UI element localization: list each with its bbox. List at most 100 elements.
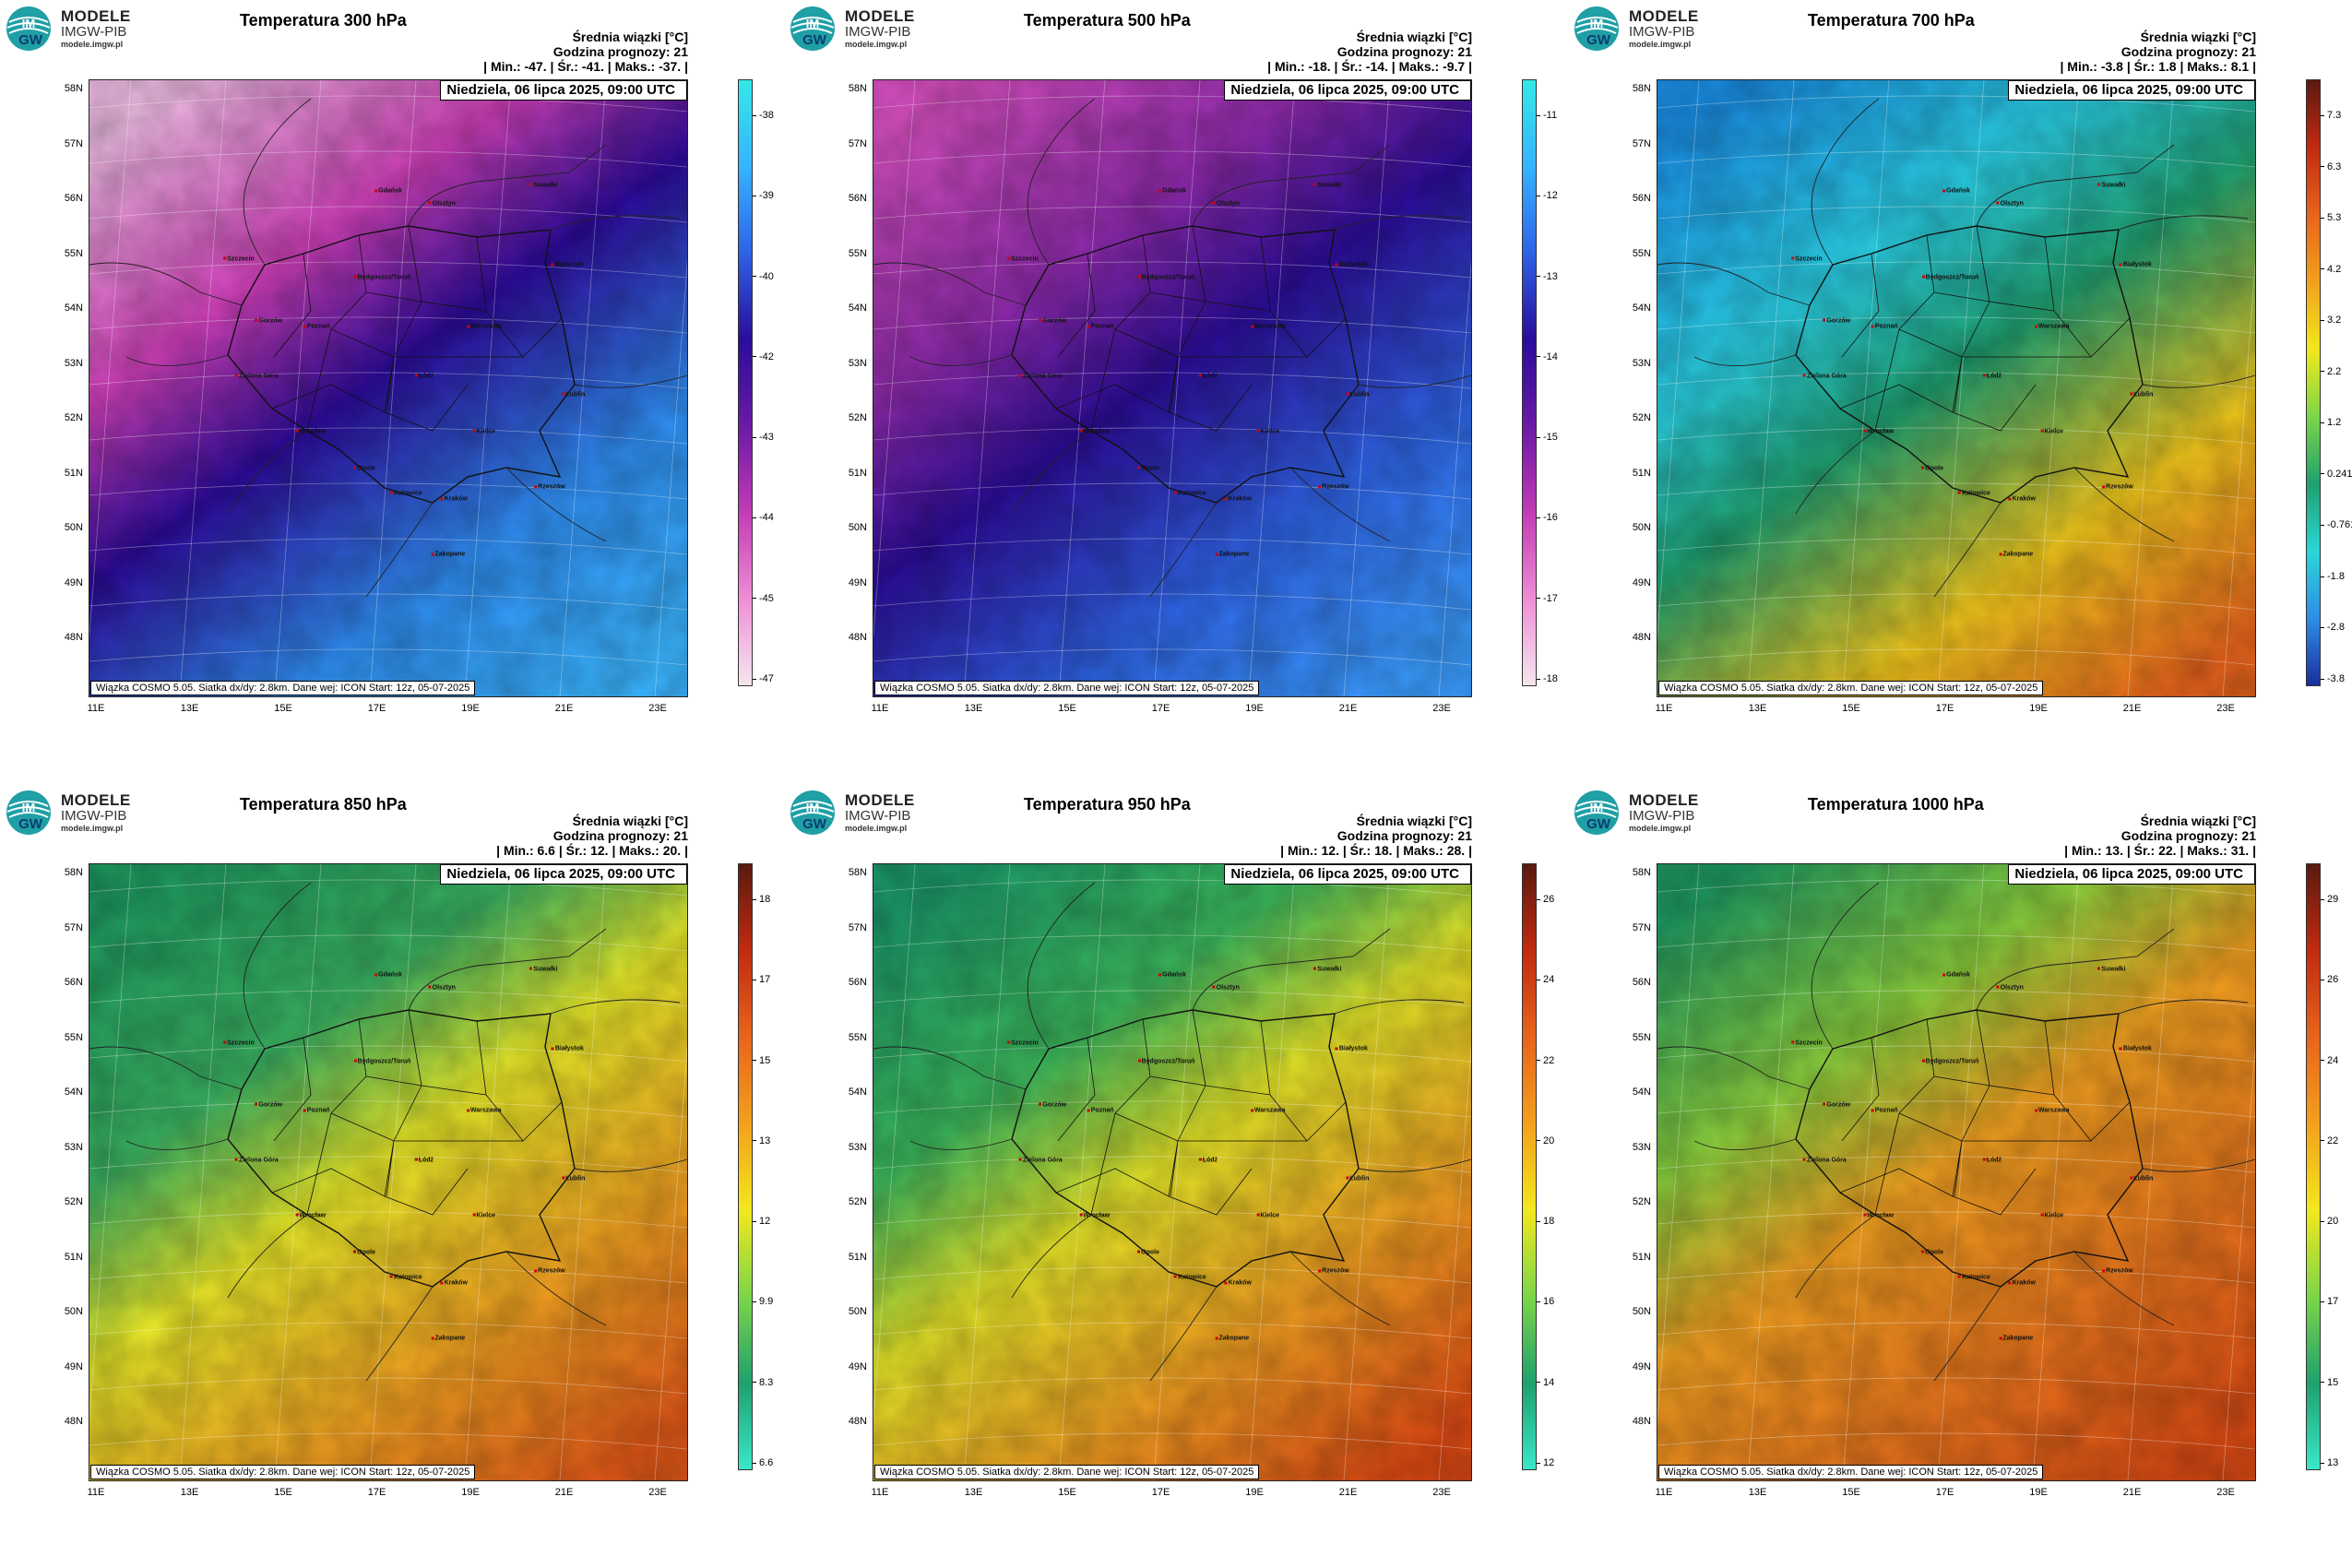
colorbar-tick-label: 29 bbox=[2321, 894, 2338, 905]
latitude-tick-label: 57N bbox=[848, 137, 867, 149]
imgw-logo-mark: IM GW bbox=[790, 6, 835, 51]
valid-date-label: Niedziela, 06 lipca 2025, 09:00 UTC bbox=[2008, 80, 2255, 101]
city-label: Gdańsk bbox=[1942, 188, 1970, 195]
logo-mark-top: IM bbox=[806, 801, 819, 814]
city-label: Katowice bbox=[390, 490, 422, 496]
latitude-tick-label: 58N bbox=[848, 83, 867, 94]
latitude-axis: 58N 57N 56N 55N 54N 53N 52N 51N 50N 49N 48N bbox=[821, 79, 873, 695]
longitude-tick-label: 11E bbox=[1655, 1487, 1673, 1498]
temperature-field bbox=[89, 864, 687, 1480]
city-label: Kielce bbox=[472, 1212, 495, 1218]
latitude-tick-label: 55N bbox=[848, 1031, 867, 1043]
longitude-tick-label: 19E bbox=[1245, 1487, 1264, 1498]
city-label: Szczecin bbox=[1791, 255, 1823, 262]
imgw-logo-mark: IM GW bbox=[790, 790, 835, 835]
colorbar-tick-label: 9.9 bbox=[753, 1296, 773, 1307]
latitude-tick-label: 54N bbox=[848, 1087, 867, 1098]
colorbar-ticks: 18 17 15 13 12 9.9 8.3 6.6 bbox=[753, 863, 790, 1468]
colorbar-tick-label: 18 bbox=[1537, 1216, 1554, 1227]
longitude-tick-label: 19E bbox=[2029, 703, 2048, 714]
latitude-tick-label: 58N bbox=[1632, 83, 1651, 94]
logo-url: modele.imgw.pl bbox=[1629, 40, 1692, 49]
city-label: Łódź bbox=[415, 373, 434, 379]
stats-block: Średnia wiązki [°C] Godzina prognozy: 21 |… bbox=[496, 814, 688, 858]
valid-date-label: Niedziela, 06 lipca 2025, 09:00 UTC bbox=[1224, 864, 1471, 885]
latitude-tick-label: 55N bbox=[64, 1031, 83, 1043]
latitude-tick-label: 48N bbox=[1632, 1416, 1651, 1427]
temperature-map[interactable]: Gdańsk Olsztyn Suwałki Szczecin Bydgoszcz/To… bbox=[89, 863, 688, 1481]
colorbar-tick-label: -44 bbox=[753, 512, 774, 523]
city-label: Kraków bbox=[1225, 1280, 1252, 1287]
city-label: Białystok bbox=[2120, 262, 2152, 268]
temperature-map[interactable]: Gdańsk Olsztyn Suwałki Szczecin Bydgoszcz/To… bbox=[1657, 863, 2256, 1481]
latitude-tick-label: 56N bbox=[64, 193, 83, 204]
colorbar-tick-label: -13 bbox=[1537, 271, 1558, 282]
stats-values: | Min.: -18. | Śr.: -14. | Maks.: -9.7 | bbox=[1267, 59, 1472, 74]
temperature-map[interactable]: Gdańsk Olsztyn Suwałki Szczecin Bydgoszcz/To… bbox=[89, 79, 688, 697]
imgw-logo-mark: IM GW bbox=[6, 790, 51, 835]
city-label: Olsztyn bbox=[1997, 200, 2024, 207]
city-label: Kraków bbox=[441, 1280, 468, 1287]
colorbar-tick-label: 22 bbox=[1537, 1055, 1554, 1066]
colorbar-tick-label: 14 bbox=[1537, 1377, 1554, 1388]
latitude-tick-label: 54N bbox=[64, 1087, 83, 1098]
logo-url: modele.imgw.pl bbox=[61, 824, 124, 833]
city-label: Olsztyn bbox=[1213, 200, 1240, 207]
latitude-tick-label: 54N bbox=[1632, 1087, 1651, 1098]
colorbar-tick-label: 15 bbox=[2321, 1377, 2338, 1388]
city-label: Szczecin bbox=[1007, 1039, 1039, 1046]
city-label: Kielce bbox=[472, 428, 495, 434]
longitude-tick-label: 13E bbox=[1748, 1487, 1767, 1498]
stats-title: Średnia wiązki [°C] bbox=[572, 814, 688, 828]
longitude-tick-label: 15E bbox=[1058, 703, 1076, 714]
latitude-tick-label: 52N bbox=[64, 412, 83, 423]
stats-title: Średnia wiązki [°C] bbox=[2140, 814, 2256, 828]
forecast-panel: IM GW MODELE IMGW-PIB modele.imgw.pl Temperat… bbox=[0, 0, 774, 784]
longitude-tick-label: 11E bbox=[1655, 703, 1673, 714]
longitude-tick-label: 13E bbox=[1748, 703, 1767, 714]
temperature-map[interactable]: Gdańsk Olsztyn Suwałki Szczecin Bydgoszcz/To… bbox=[1657, 79, 2256, 697]
city-label: Bydgoszcz/Toruń bbox=[1138, 274, 1195, 280]
city-label: Bydgoszcz/Toruń bbox=[1138, 1058, 1195, 1064]
temperature-map[interactable]: Gdańsk Olsztyn Suwałki Szczecin Bydgoszcz/To… bbox=[873, 863, 1472, 1481]
city-label: Rzeszów bbox=[2102, 1267, 2133, 1274]
colorbar-tick-label: -38 bbox=[753, 110, 774, 121]
city-label: Rzeszów bbox=[1318, 1267, 1349, 1274]
colorbar-tick-label: 1.2 bbox=[2321, 417, 2341, 428]
latitude-tick-label: 58N bbox=[64, 867, 83, 878]
city-label: Bydgoszcz/Toruń bbox=[1922, 274, 1979, 280]
city-label: Opole bbox=[1921, 1249, 1943, 1255]
latitude-axis: 58N 57N 56N 55N 54N 53N 52N 51N 50N 49N 48N bbox=[821, 863, 873, 1479]
logo-mark-bottom: GW bbox=[18, 816, 43, 832]
panel-title: Temperatura 1000 hPa bbox=[1808, 795, 1984, 814]
longitude-tick-label: 23E bbox=[2216, 1487, 2235, 1498]
panel-title: Temperatura 500 hPa bbox=[1024, 11, 1191, 30]
latitude-tick-label: 51N bbox=[64, 467, 83, 479]
logo-url: modele.imgw.pl bbox=[61, 40, 124, 49]
city-label: Katowice bbox=[1958, 490, 1990, 496]
city-label: Zielona Góra bbox=[1803, 1157, 1847, 1163]
colorbar bbox=[738, 79, 753, 686]
longitude-tick-label: 15E bbox=[1842, 703, 1860, 714]
logo-url: modele.imgw.pl bbox=[845, 824, 908, 833]
temperature-map[interactable]: Gdańsk Olsztyn Suwałki Szczecin Bydgoszcz/To… bbox=[873, 79, 1472, 697]
stats-values: | Min.: 6.6 | Śr.: 12. | Maks.: 20. | bbox=[496, 843, 688, 858]
city-label: Lublin bbox=[562, 1175, 585, 1182]
city-label: Warszawa bbox=[1251, 1108, 1286, 1114]
longitude-tick-label: 19E bbox=[461, 1487, 480, 1498]
city-label: Opole bbox=[353, 1249, 375, 1255]
model-info-label: Wiązka COSMO 5.05. Siatka dx/dy: 2.8km. … bbox=[90, 1465, 476, 1479]
imgw-logo: IM GW MODELE IMGW-PIB modele.imgw.pl bbox=[6, 790, 153, 836]
colorbar-tick-label: 20 bbox=[2321, 1216, 2338, 1227]
latitude-tick-label: 53N bbox=[848, 1141, 867, 1153]
city-label: Poznań bbox=[1087, 324, 1114, 330]
latitude-tick-label: 52N bbox=[848, 412, 867, 423]
colorbar-tick-label: 15 bbox=[753, 1055, 770, 1066]
colorbar-tick-label: -18 bbox=[1537, 673, 1558, 684]
latitude-tick-label: 52N bbox=[1632, 1196, 1651, 1207]
colorbar-tick-label: -12 bbox=[1537, 190, 1558, 201]
city-label: Wrocław bbox=[1863, 428, 1894, 434]
logo-subtitle: IMGW-PIB bbox=[845, 24, 911, 40]
latitude-tick-label: 50N bbox=[1632, 1306, 1651, 1317]
city-label: Wrocław bbox=[1863, 1212, 1894, 1218]
